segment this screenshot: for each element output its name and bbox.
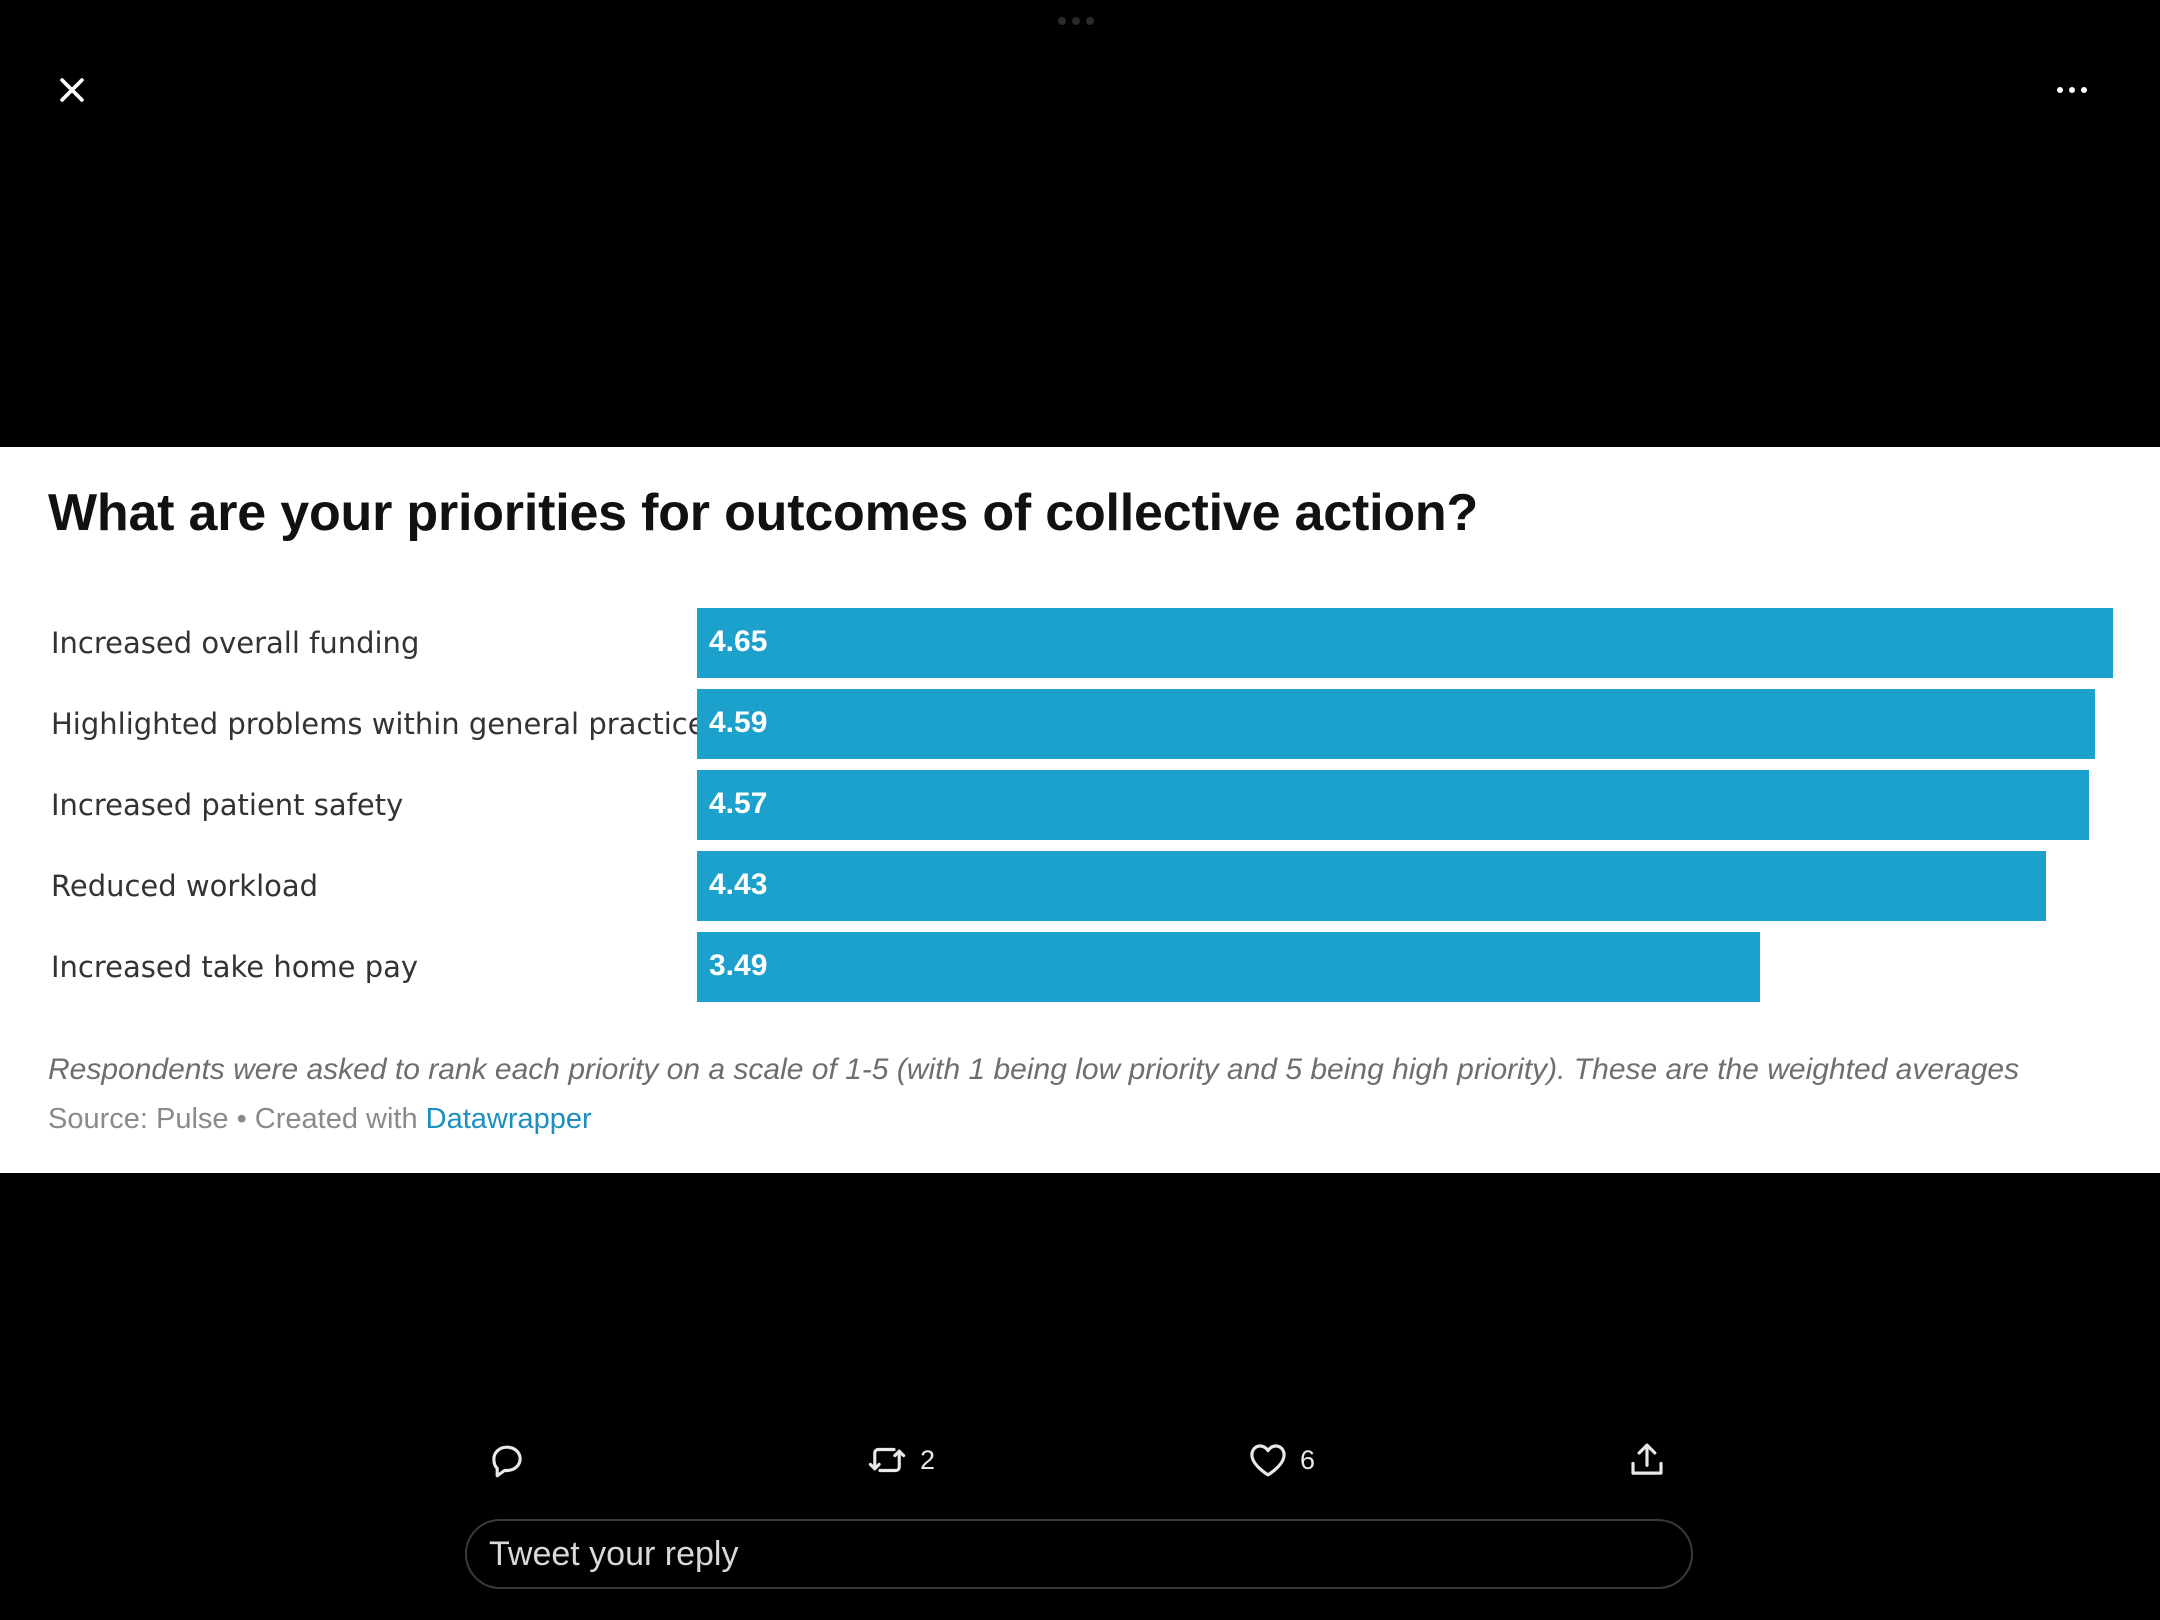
- bar: 4.43: [697, 851, 2046, 921]
- bar-value-label: 4.43: [709, 868, 768, 901]
- bar: 3.49: [697, 932, 1760, 1002]
- bar-value-label: 4.65: [709, 625, 768, 658]
- share-icon: [1631, 1443, 1663, 1475]
- close-icon: [60, 78, 84, 102]
- category-label: Increased take home pay: [51, 950, 419, 984]
- category-label: Increased overall funding: [51, 626, 420, 660]
- bar-value-label: 4.59: [709, 706, 768, 739]
- datawrapper-link[interactable]: Datawrapper: [425, 1103, 592, 1135]
- close-button[interactable]: [40, 58, 104, 122]
- category-label: Highlighted problems within general prac…: [51, 707, 706, 741]
- reply-button[interactable]: [486, 1432, 528, 1488]
- share-button[interactable]: [1626, 1432, 1668, 1488]
- reply-placeholder: Tweet your reply: [489, 1534, 739, 1573]
- chart-title: What are your priorities for outcomes of…: [48, 484, 1479, 542]
- chart-notes: Respondents were asked to rank each prio…: [48, 1053, 2020, 1086]
- drag-handle[interactable]: [1058, 17, 1094, 25]
- reply-icon: [492, 1445, 522, 1478]
- retweet-count: 2: [920, 1444, 936, 1475]
- retweet-button[interactable]: 2: [864, 1432, 935, 1488]
- handle-dot: [1086, 17, 1094, 25]
- category-label: Reduced workload: [51, 869, 319, 903]
- chart-image: What are your priorities for outcomes of…: [0, 447, 2160, 1173]
- retweet-icon: [868, 1447, 906, 1473]
- handle-dot: [1058, 17, 1066, 25]
- more-horizontal-icon: [2057, 87, 2087, 93]
- like-button[interactable]: 6: [1246, 1432, 1315, 1488]
- bar: 4.59: [697, 689, 2095, 759]
- bar: 4.57: [697, 770, 2089, 840]
- chart-source: Source: Pulse • Created with Datawrapper: [48, 1103, 592, 1136]
- bar: 4.65: [697, 608, 2113, 678]
- category-label: Increased patient safety: [51, 788, 404, 822]
- bar-value-label: 3.49: [709, 949, 768, 982]
- like-count: 6: [1300, 1444, 1316, 1475]
- source-text: Source: Pulse • Created with: [48, 1103, 426, 1135]
- heart-icon: [1250, 1444, 1286, 1477]
- bar-value-label: 4.57: [709, 787, 768, 820]
- tweet-reply-input[interactable]: Tweet your reply: [465, 1519, 1693, 1589]
- handle-dot: [1072, 17, 1080, 25]
- more-options-button[interactable]: [2040, 58, 2104, 122]
